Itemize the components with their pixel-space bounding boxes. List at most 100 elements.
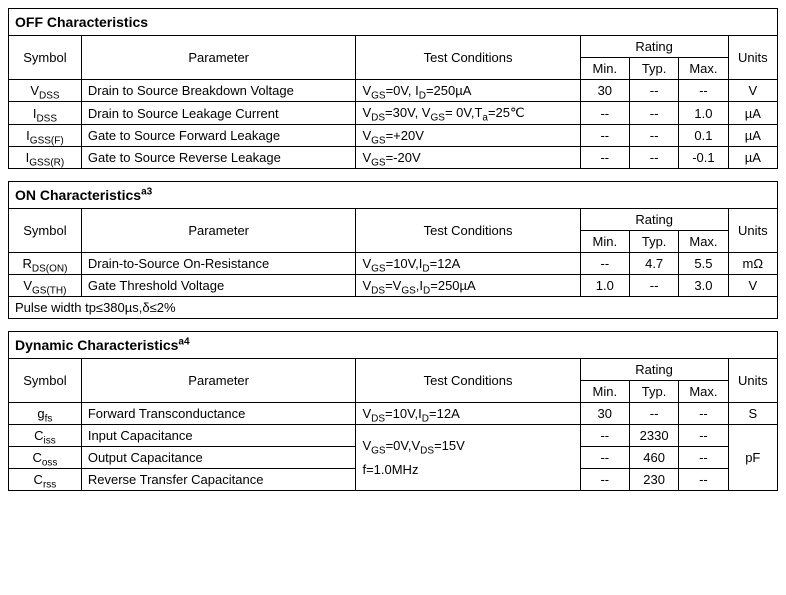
cell-typ: 2330 — [629, 425, 678, 447]
cell-parameter: Gate Threshold Voltage — [81, 275, 356, 297]
cell-symbol: VGS(TH) — [9, 275, 82, 297]
footnote-text: Pulse width tp≤380µs,δ≤2% — [9, 297, 778, 319]
table-row: gfsForward TransconductanceVDS=10V,ID=12… — [9, 403, 778, 425]
cell-parameter: Reverse Transfer Capacitance — [81, 469, 356, 491]
cell-units: V — [728, 80, 777, 102]
table-row: IGSS(R)Gate to Source Reverse LeakageVGS… — [9, 147, 778, 169]
cell-symbol: Ciss — [9, 425, 82, 447]
table-title-row: Dynamic Characteristicsa4 — [9, 332, 778, 359]
col-min: Min. — [580, 231, 629, 253]
title-note: a4 — [178, 336, 189, 347]
col-conditions: Test Conditions — [356, 209, 580, 253]
cell-symbol: gfs — [9, 403, 82, 425]
table-title: OFF Characteristics — [9, 9, 778, 36]
cell-min: 1.0 — [580, 275, 629, 297]
table-row: RDS(ON)Drain-to-Source On-ResistanceVGS=… — [9, 253, 778, 275]
cell-typ: -- — [629, 275, 678, 297]
off-characteristics-table: OFF Characteristics Symbol Parameter Tes… — [8, 8, 778, 169]
cell-min: -- — [580, 102, 629, 125]
title-text: Dynamic Characteristics — [15, 337, 178, 353]
cell-parameter: Input Capacitance — [81, 425, 356, 447]
table-title: ON Characteristicsa3 — [9, 182, 778, 209]
cell-max: -- — [679, 425, 728, 447]
on-characteristics-table: ON Characteristicsa3 Symbol Parameter Te… — [8, 181, 778, 319]
header-row-1: Symbol Parameter Test Conditions Rating … — [9, 36, 778, 58]
cell-max: 1.0 — [679, 102, 728, 125]
col-symbol: Symbol — [9, 36, 82, 80]
cell-typ: -- — [629, 147, 678, 169]
cell-max: 3.0 — [679, 275, 728, 297]
col-parameter: Parameter — [81, 359, 356, 403]
cell-symbol: Coss — [9, 447, 82, 469]
cell-conditions: VGS=-20V — [356, 147, 580, 169]
col-parameter: Parameter — [81, 209, 356, 253]
cell-max: 0.1 — [679, 125, 728, 147]
cell-conditions: VDS=30V, VGS= 0V,Ta=25℃ — [356, 102, 580, 125]
title-note: a3 — [141, 186, 152, 197]
col-min: Min. — [580, 381, 629, 403]
header-row-1: Symbol Parameter Test Conditions Rating … — [9, 209, 778, 231]
cell-units: S — [728, 403, 777, 425]
cell-conditions: VGS=0V, ID=250µA — [356, 80, 580, 102]
cell-max: -- — [679, 469, 728, 491]
cell-max: -0.1 — [679, 147, 728, 169]
table-row: VGS(TH)Gate Threshold VoltageVDS=VGS,ID=… — [9, 275, 778, 297]
cell-typ: -- — [629, 102, 678, 125]
table-title-row: OFF Characteristics — [9, 9, 778, 36]
col-typ: Typ. — [629, 381, 678, 403]
cell-max: -- — [679, 403, 728, 425]
cell-min: -- — [580, 447, 629, 469]
col-symbol: Symbol — [9, 209, 82, 253]
cell-max: -- — [679, 80, 728, 102]
cell-conditions: VDS=VGS,ID=250µA — [356, 275, 580, 297]
col-max: Max. — [679, 58, 728, 80]
col-parameter: Parameter — [81, 36, 356, 80]
col-units: Units — [728, 359, 777, 403]
footnote-row: Pulse width tp≤380µs,δ≤2% — [9, 297, 778, 319]
cell-parameter: Drain to Source Breakdown Voltage — [81, 80, 356, 102]
cell-typ: 4.7 — [629, 253, 678, 275]
cell-min: -- — [580, 147, 629, 169]
col-typ: Typ. — [629, 58, 678, 80]
col-symbol: Symbol — [9, 359, 82, 403]
cell-min: -- — [580, 469, 629, 491]
cell-units: µA — [728, 125, 777, 147]
cell-units: µA — [728, 102, 777, 125]
col-conditions: Test Conditions — [356, 359, 580, 403]
table-row: IGSS(F)Gate to Source Forward LeakageVGS… — [9, 125, 778, 147]
cell-typ: -- — [629, 80, 678, 102]
cell-units: mΩ — [728, 253, 777, 275]
col-rating: Rating — [580, 209, 728, 231]
dynamic-characteristics-table: Dynamic Characteristicsa4 Symbol Paramet… — [8, 331, 778, 491]
cell-symbol: IGSS(R) — [9, 147, 82, 169]
title-text: ON Characteristics — [15, 187, 141, 203]
cell-parameter: Output Capacitance — [81, 447, 356, 469]
header-row-1: Symbol Parameter Test Conditions Rating … — [9, 359, 778, 381]
cell-conditions: VDS=10V,ID=12A — [356, 403, 580, 425]
cell-conditions: VGS=+20V — [356, 125, 580, 147]
cell-conditions: VGS=0V,VDS=15Vf=1.0MHz — [356, 425, 580, 491]
col-rating: Rating — [580, 36, 728, 58]
cell-symbol: IGSS(F) — [9, 125, 82, 147]
cell-typ: 230 — [629, 469, 678, 491]
cell-max: 5.5 — [679, 253, 728, 275]
cell-symbol: IDSS — [9, 102, 82, 125]
col-max: Max. — [679, 231, 728, 253]
cell-parameter: Gate to Source Reverse Leakage — [81, 147, 356, 169]
cell-min: 30 — [580, 80, 629, 102]
cell-units: µA — [728, 147, 777, 169]
cell-min: 30 — [580, 403, 629, 425]
table-title: Dynamic Characteristicsa4 — [9, 332, 778, 359]
cell-parameter: Gate to Source Forward Leakage — [81, 125, 356, 147]
cell-symbol: VDSS — [9, 80, 82, 102]
table-row: VDSSDrain to Source Breakdown VoltageVGS… — [9, 80, 778, 102]
cell-symbol: Crss — [9, 469, 82, 491]
cell-typ: -- — [629, 125, 678, 147]
cell-min: -- — [580, 253, 629, 275]
col-units: Units — [728, 209, 777, 253]
col-min: Min. — [580, 58, 629, 80]
table-row: CissInput CapacitanceVGS=0V,VDS=15Vf=1.0… — [9, 425, 778, 447]
cell-max: -- — [679, 447, 728, 469]
cell-min: -- — [580, 125, 629, 147]
cell-units: pF — [728, 425, 777, 491]
